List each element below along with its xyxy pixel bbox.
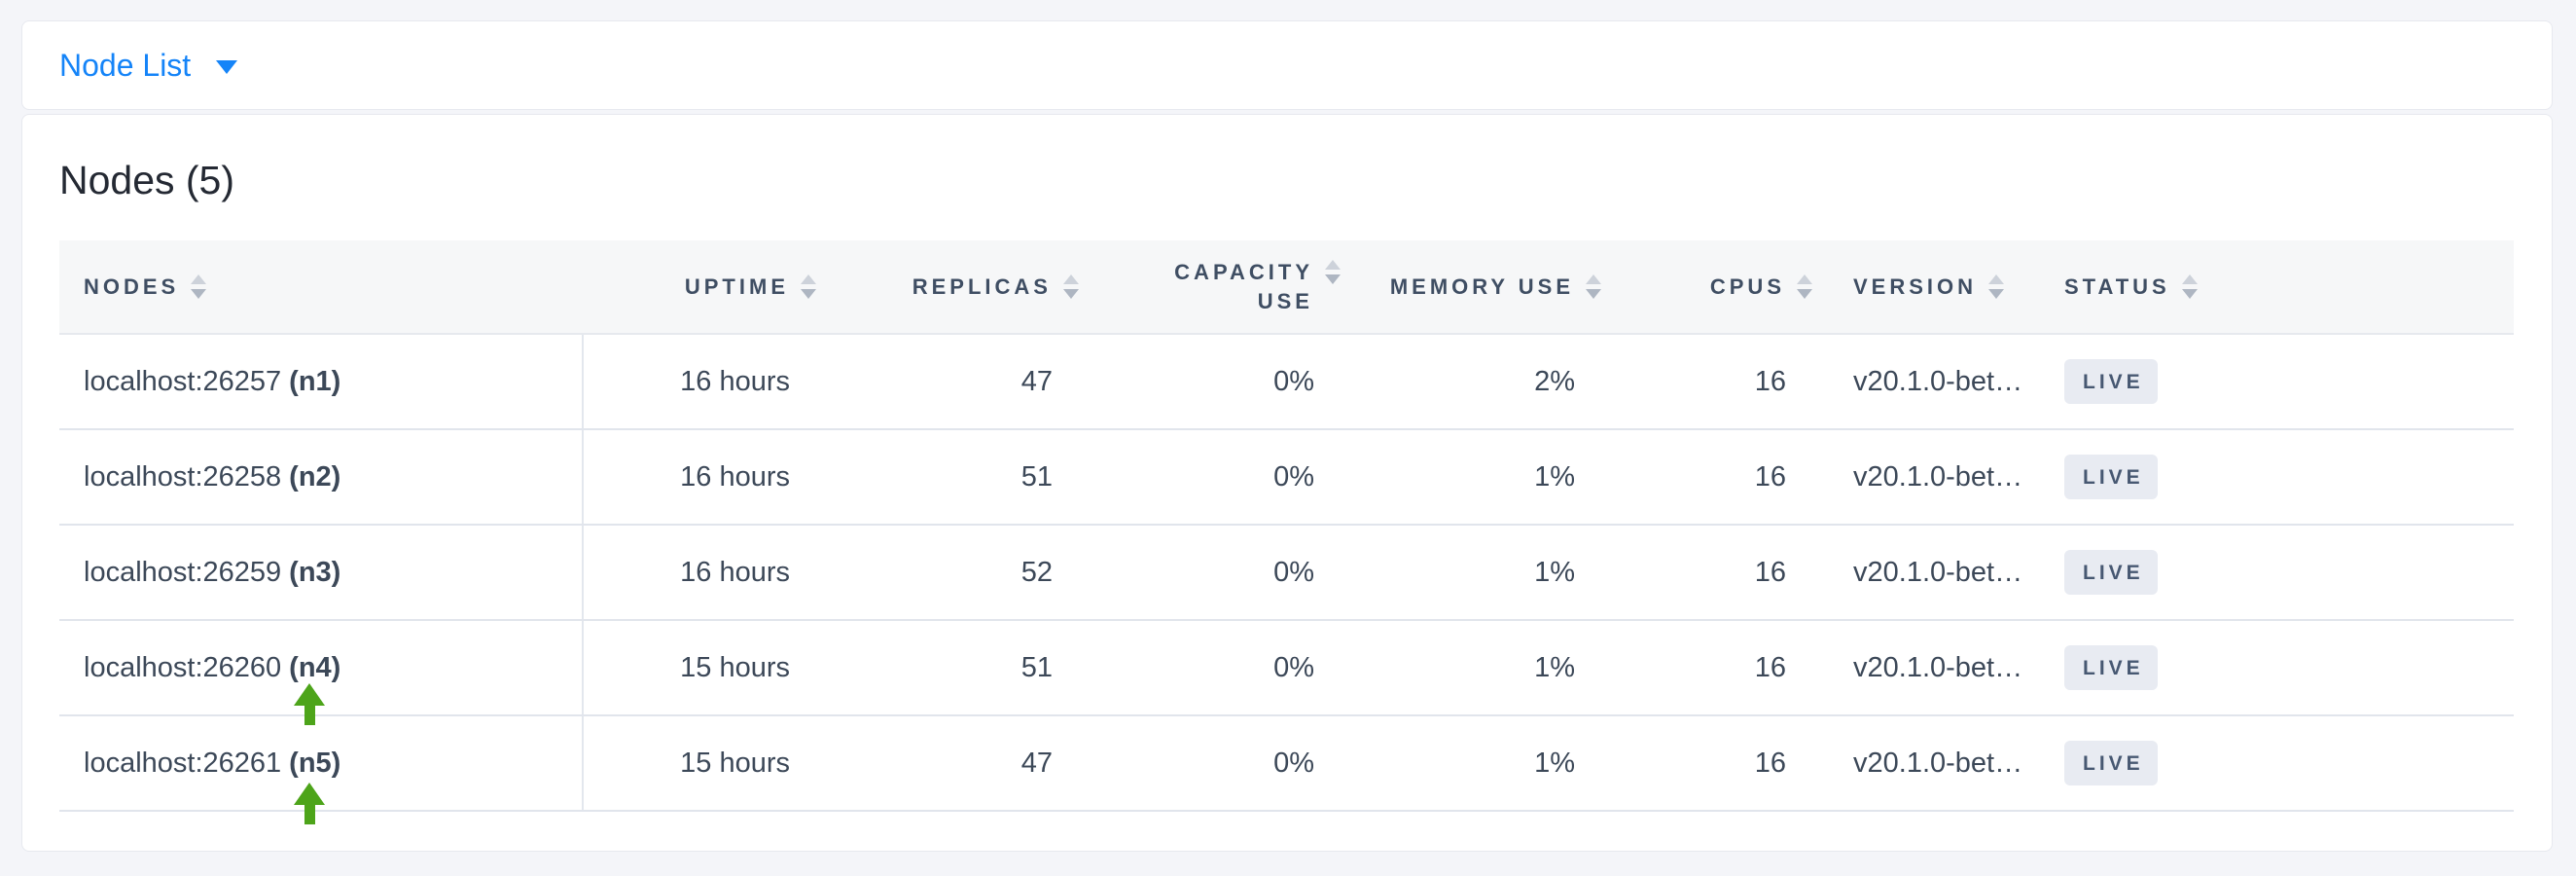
column-header-capacity-use[interactable]: CAPACITY USE <box>1096 240 1358 333</box>
cpus-cell: 16 <box>1754 747 1786 779</box>
sort-icon[interactable] <box>1063 274 1079 299</box>
memory-use-cell: 1% <box>1534 651 1575 683</box>
memory-use-cell: 1% <box>1534 747 1575 779</box>
table-row-n5[interactable]: localhost:26261 (n5) 15 hours 47 0% 1% 16… <box>59 716 2514 812</box>
sort-icon[interactable] <box>1988 274 2005 299</box>
uptime-cell: 16 hours <box>680 365 790 397</box>
uptime-cell: 15 hours <box>680 747 790 779</box>
status-cell: LIVE <box>2039 335 2514 428</box>
node-address-cell: localhost:26258 (n2) <box>59 430 584 524</box>
table-header-row: NODES UPTIME REPLICAS CAPACITY USE MEMOR… <box>59 240 2514 335</box>
capacity-use-cell: 0% <box>1273 651 1314 683</box>
replicas-cell: 51 <box>1020 651 1053 683</box>
caret-down-icon <box>216 60 238 74</box>
replicas-cell: 47 <box>1020 365 1053 397</box>
column-header-cpus[interactable]: CPUS <box>1619 240 1830 333</box>
status-badge: LIVE <box>2064 741 2158 785</box>
capacity-use-cell: 0% <box>1273 365 1314 397</box>
replicas-cell: 52 <box>1020 556 1053 588</box>
annotation-arrow-n5 <box>294 783 325 824</box>
capacity-use-cell: 0% <box>1273 556 1314 588</box>
memory-use-cell: 1% <box>1534 556 1575 588</box>
cpus-cell: 16 <box>1754 365 1786 397</box>
sort-icon[interactable] <box>191 274 207 299</box>
page-title: Nodes (5) <box>59 158 235 202</box>
nodes-table: NODES UPTIME REPLICAS CAPACITY USE MEMOR… <box>59 240 2514 812</box>
status-cell: LIVE <box>2039 526 2514 619</box>
status-badge: LIVE <box>2064 645 2158 690</box>
memory-use-cell: 2% <box>1534 365 1575 397</box>
view-selector-dropdown[interactable]: Node List <box>59 47 238 84</box>
cpus-cell: 16 <box>1754 556 1786 588</box>
cpus-cell: 16 <box>1754 460 1786 493</box>
arrow-head <box>294 783 325 805</box>
column-header-status[interactable]: STATUS <box>2039 240 2514 333</box>
arrow-stem <box>304 706 315 725</box>
annotation-arrow-n4 <box>294 683 325 725</box>
column-header-replicas[interactable]: REPLICAS <box>834 240 1096 333</box>
sort-icon[interactable] <box>1325 260 1341 284</box>
capacity-use-cell: 0% <box>1273 747 1314 779</box>
capacity-use-cell: 0% <box>1273 460 1314 493</box>
version-cell: v20.1.0-bet… <box>1853 460 2023 493</box>
arrow-stem <box>304 805 315 824</box>
table-row-n3[interactable]: localhost:26259 (n3) 16 hours 52 0% 1% 16… <box>59 526 2514 621</box>
replicas-cell: 47 <box>1020 747 1053 779</box>
sort-icon[interactable] <box>1797 274 1812 299</box>
column-header-memory-use[interactable]: MEMORY USE <box>1358 240 1619 333</box>
sort-icon[interactable] <box>1586 274 1601 299</box>
status-cell: LIVE <box>2039 716 2514 810</box>
sort-icon[interactable] <box>2181 274 2198 299</box>
table-row-n4[interactable]: localhost:26260 (n4) 15 hours 51 0% 1% 16… <box>59 621 2514 716</box>
cpus-cell: 16 <box>1754 651 1786 683</box>
replicas-cell: 51 <box>1020 460 1053 493</box>
uptime-cell: 15 hours <box>680 651 790 683</box>
table-body: localhost:26257 (n1) 16 hours 47 0% 2% 16… <box>59 335 2514 812</box>
column-header-uptime[interactable]: UPTIME <box>584 240 834 333</box>
version-cell: v20.1.0-bet… <box>1853 365 2023 397</box>
column-header-version[interactable]: VERSION <box>1830 240 2039 333</box>
uptime-cell: 16 hours <box>680 556 790 588</box>
node-address-cell: localhost:26261 (n5) <box>59 716 584 810</box>
status-cell: LIVE <box>2039 430 2514 524</box>
version-cell: v20.1.0-bet… <box>1853 651 2023 683</box>
status-badge: LIVE <box>2064 550 2158 595</box>
view-selector-label: Node List <box>59 47 192 83</box>
status-badge: LIVE <box>2064 359 2158 404</box>
nodes-card: Nodes (5) NODES UPTIME REPLICAS CAPACITY… <box>21 114 2553 852</box>
node-address-cell: localhost:26257 (n1) <box>59 335 584 428</box>
column-header-nodes[interactable]: NODES <box>59 240 584 333</box>
memory-use-cell: 1% <box>1534 460 1575 493</box>
version-cell: v20.1.0-bet… <box>1853 747 2023 779</box>
sort-icon[interactable] <box>801 274 816 299</box>
arrow-head <box>294 683 325 706</box>
view-selector-bar: Node List <box>21 20 2553 110</box>
status-badge: LIVE <box>2064 455 2158 499</box>
table-row-n1[interactable]: localhost:26257 (n1) 16 hours 47 0% 2% 16… <box>59 335 2514 430</box>
uptime-cell: 16 hours <box>680 460 790 493</box>
version-cell: v20.1.0-bet… <box>1853 556 2023 588</box>
table-row-n2[interactable]: localhost:26258 (n2) 16 hours 51 0% 1% 16… <box>59 430 2514 526</box>
status-cell: LIVE <box>2039 621 2514 714</box>
node-address-cell: localhost:26259 (n3) <box>59 526 584 619</box>
node-address-cell: localhost:26260 (n4) <box>59 621 584 714</box>
